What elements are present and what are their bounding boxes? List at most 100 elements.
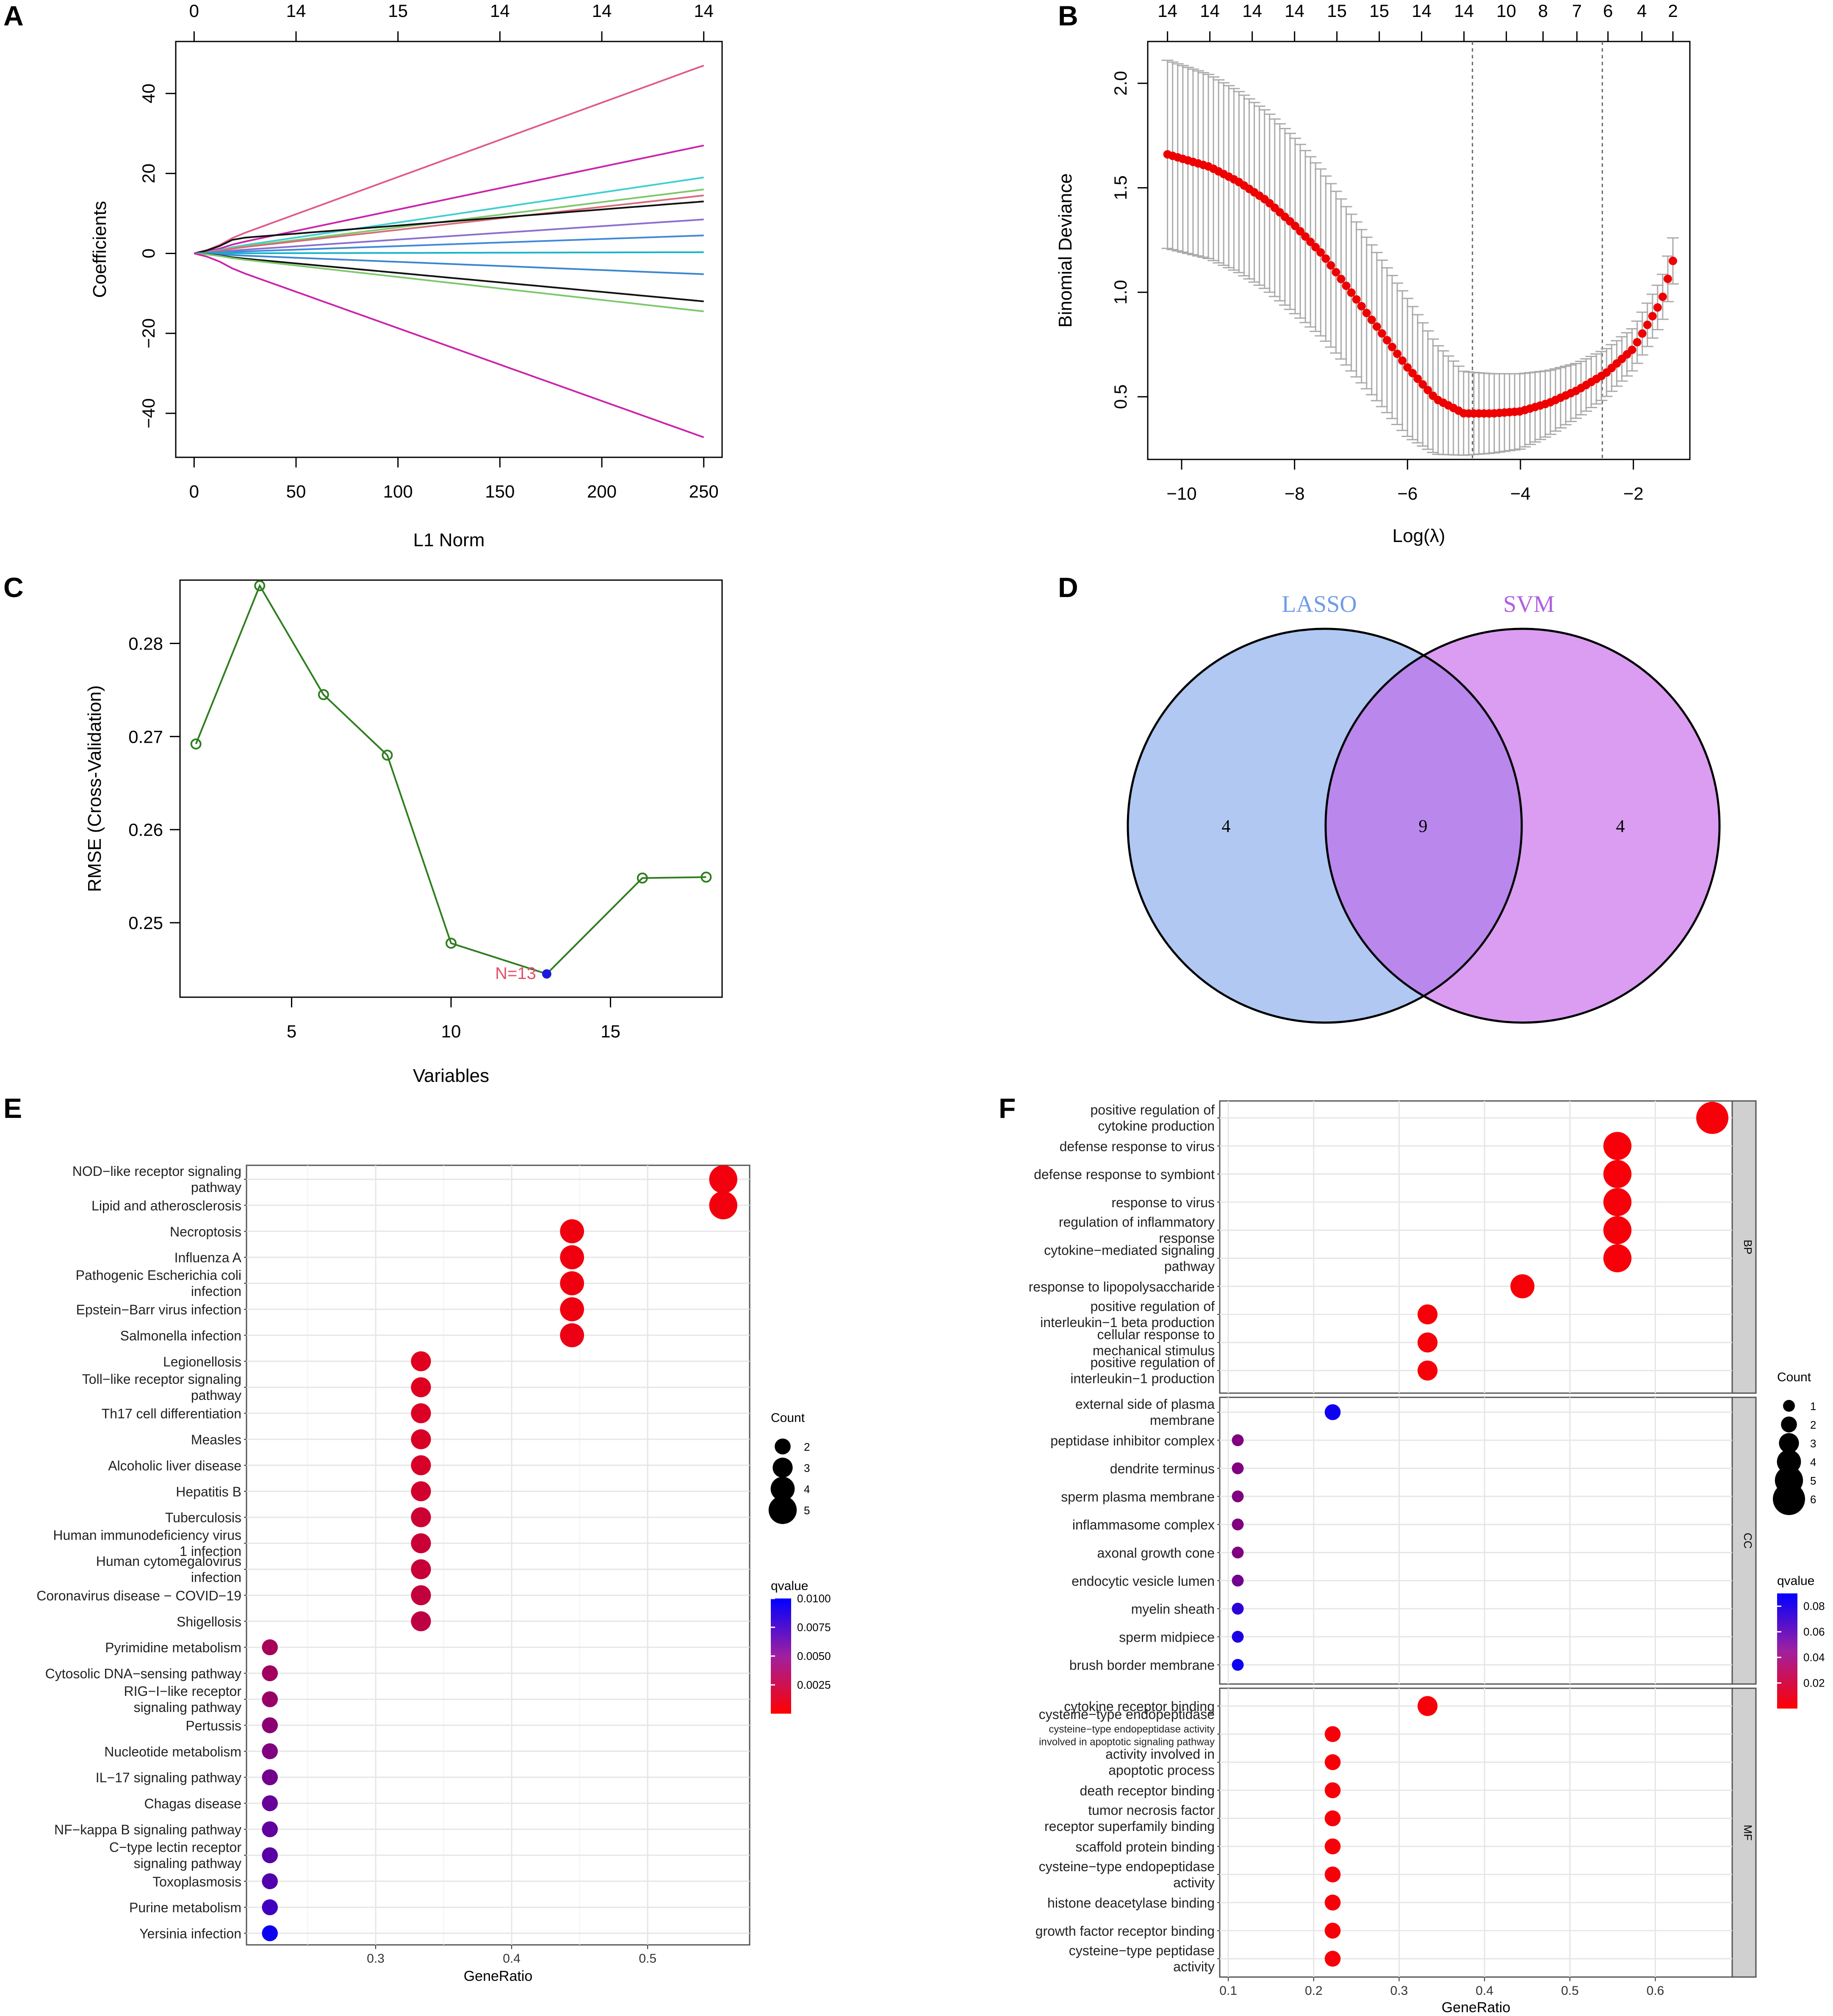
- term-dot: [1324, 1782, 1341, 1798]
- deviance-point: [1638, 329, 1647, 338]
- x-axis-title: GeneRatio: [1442, 1999, 1511, 2016]
- deviance-point: [1301, 232, 1310, 241]
- term-label: activity: [1173, 1875, 1215, 1890]
- top-tick-label: 14: [694, 1, 714, 21]
- y-tick-label: 1.5: [1110, 175, 1130, 200]
- deviance-point: [1663, 274, 1672, 283]
- term-label: activity involved in: [1105, 1747, 1215, 1762]
- term-dot: [1324, 1838, 1341, 1855]
- y-tick-label: 0.26: [128, 820, 163, 840]
- term-label: activity: [1173, 1959, 1215, 1975]
- deviance-point: [1398, 356, 1407, 365]
- y-tick-label: 0.25: [128, 913, 163, 933]
- term-label: Th17 cell differentiation: [102, 1406, 241, 1421]
- term-label: death receptor binding: [1080, 1783, 1215, 1798]
- term-label: Toll−like receptor signaling: [82, 1372, 241, 1387]
- term-label: inflammasome complex: [1072, 1517, 1215, 1532]
- deviance-point: [1653, 303, 1662, 312]
- term-label: Pathogenic Escherichia coli: [76, 1268, 241, 1283]
- term-label: cytokine−mediated signaling: [1044, 1243, 1215, 1258]
- term-label: brush border membrane: [1069, 1658, 1215, 1673]
- term-label: Salmonella infection: [120, 1328, 241, 1343]
- term-label: cytokine production: [1098, 1118, 1215, 1134]
- color-legend-label: 0.0025: [797, 1679, 831, 1691]
- term-label: Nucleotide metabolism: [104, 1744, 241, 1759]
- size-legend-dot: [1779, 1433, 1799, 1453]
- term-dot: [1232, 1631, 1244, 1643]
- term-dot: [1232, 1603, 1244, 1615]
- term-label: response: [1159, 1231, 1215, 1246]
- term-dot: [262, 1821, 278, 1837]
- term-label: myelin sheath: [1131, 1601, 1215, 1617]
- coefficient-path: [194, 252, 704, 438]
- term-label: IL−17 signaling pathway: [96, 1770, 241, 1785]
- term-dot: [262, 1665, 278, 1681]
- size-legend-title: Count: [771, 1411, 805, 1425]
- top-tick-label: 7: [1572, 1, 1582, 21]
- panel-label-d: D: [1058, 572, 1078, 603]
- term-label: Necroptosis: [170, 1224, 241, 1239]
- term-label: Lipid and atherosclerosis: [91, 1198, 241, 1213]
- term-label: response to lipopolysaccharide: [1029, 1279, 1215, 1294]
- term-dot: [1324, 1894, 1341, 1911]
- top-tick-label: 8: [1538, 1, 1548, 21]
- deviance-point: [1372, 322, 1381, 331]
- term-dot: [1603, 1216, 1632, 1244]
- x-tick-label: 10: [441, 1021, 461, 1041]
- panel-label-a: A: [3, 0, 24, 31]
- coefficient-path: [194, 200, 704, 254]
- y-tick-label: 1.0: [1110, 280, 1130, 304]
- term-label: RIG−I−like receptor: [124, 1684, 242, 1699]
- top-tick-label: 14: [1157, 1, 1177, 21]
- rmse-point: [254, 580, 266, 592]
- term-dot: [560, 1245, 584, 1269]
- term-label: Toxoplasmosis: [152, 1874, 241, 1889]
- size-legend-label: 2: [1810, 1419, 1816, 1431]
- term-label: Epstein−Barr virus infection: [76, 1302, 241, 1317]
- panel-a-coefficient-paths: 0 50 100 150 200 250 −40 −20 0 20 40 0 14 15 14 14 14 L1 …: [89, 1, 723, 550]
- term-label: signaling pathway: [134, 1700, 241, 1715]
- plot-frame: [179, 579, 723, 998]
- term-label: cellular response to: [1097, 1327, 1215, 1342]
- term-dot: [1232, 1462, 1244, 1474]
- y-tick-label: −20: [138, 318, 158, 348]
- size-legend-label: 5: [1810, 1474, 1816, 1487]
- size-legend-title: Count: [1777, 1370, 1811, 1384]
- size-legend-label: 1: [1810, 1400, 1816, 1413]
- term-dot: [262, 1691, 278, 1707]
- size-legend-dot: [775, 1438, 791, 1455]
- term-dot: [411, 1559, 431, 1579]
- deviance-point: [1332, 268, 1340, 277]
- rmse-point: [701, 871, 712, 883]
- size-legend-dot: [773, 1457, 793, 1478]
- term-label: interleukin−1 production: [1070, 1371, 1215, 1386]
- x-tick-label: 200: [587, 481, 617, 501]
- top-tick-label: 14: [592, 1, 612, 21]
- term-label: defense response to symbiont: [1034, 1167, 1215, 1182]
- term-dot: [411, 1507, 431, 1527]
- term-dot: [1232, 1546, 1244, 1559]
- term-dot: [262, 1899, 278, 1916]
- deviance-point: [1628, 346, 1636, 354]
- term-label: membrane: [1150, 1413, 1215, 1428]
- term-label: Purine metabolism: [129, 1900, 241, 1915]
- x-tick-label: −6: [1397, 484, 1418, 503]
- deviance-point: [1306, 238, 1315, 246]
- deviance-point: [1342, 281, 1351, 290]
- coefficient-path: [194, 252, 704, 275]
- term-label: signaling pathway: [134, 1856, 241, 1871]
- term-label: Cytosolic DNA−sensing pathway: [45, 1666, 241, 1681]
- color-legend-label: 0.0050: [797, 1650, 831, 1662]
- term-label: cysteine−type endopeptidase activity: [1049, 1723, 1215, 1735]
- term-dot: [262, 1873, 278, 1889]
- term-dot: [262, 1769, 278, 1786]
- term-label: Influenza A: [174, 1250, 242, 1265]
- term-dot: [1418, 1332, 1438, 1352]
- size-legend-dot: [1781, 1416, 1797, 1432]
- term-label: Legionellosis: [163, 1354, 241, 1369]
- size-legend-label: 6: [1810, 1493, 1816, 1506]
- x-tick-label: −10: [1166, 484, 1196, 503]
- x-tick-label: 0.4: [1476, 1984, 1493, 1998]
